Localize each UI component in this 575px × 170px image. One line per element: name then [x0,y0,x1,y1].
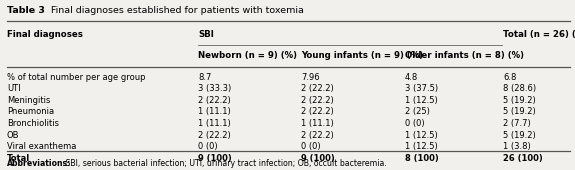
Text: SBI, serious bacterial infection; UTI, urinary tract infection; OB, occult bacte: SBI, serious bacterial infection; UTI, u… [63,159,387,168]
Text: 2 (22.2): 2 (22.2) [198,96,231,105]
Text: Final diagnoses: Final diagnoses [7,30,83,39]
Text: Pneumonia: Pneumonia [7,107,54,116]
Text: 0 (0): 0 (0) [301,142,321,151]
Text: Total (n = 26) (%): Total (n = 26) (%) [503,30,575,39]
Text: Viral exanthema: Viral exanthema [7,142,76,151]
Text: 2 (22.2): 2 (22.2) [301,96,334,105]
Text: 8 (100): 8 (100) [405,154,439,163]
Text: SBI: SBI [198,30,214,39]
Text: 1 (12.5): 1 (12.5) [405,131,438,140]
Text: Total: Total [7,154,30,163]
Text: 3 (37.5): 3 (37.5) [405,84,438,93]
Text: 0 (0): 0 (0) [405,119,424,128]
Text: Young infants (n = 9) (%): Young infants (n = 9) (%) [301,51,423,60]
Text: 1 (12.5): 1 (12.5) [405,96,438,105]
Text: 7.96: 7.96 [301,73,320,82]
Text: 8 (28.6): 8 (28.6) [503,84,536,93]
Text: 1 (11.1): 1 (11.1) [198,119,231,128]
Text: 26 (100): 26 (100) [503,154,543,163]
Text: 2 (7.7): 2 (7.7) [503,119,531,128]
Text: 1 (3.8): 1 (3.8) [503,142,531,151]
Text: 4.8: 4.8 [405,73,418,82]
Text: UTI: UTI [7,84,21,93]
Text: 2 (22.2): 2 (22.2) [301,131,334,140]
Text: % of total number per age group: % of total number per age group [7,73,145,82]
Text: 2 (25): 2 (25) [405,107,430,116]
Text: 2 (22.2): 2 (22.2) [198,131,231,140]
Text: Final diagnoses established for patients with toxemia: Final diagnoses established for patients… [48,6,304,15]
Text: Older infants (n = 8) (%): Older infants (n = 8) (%) [405,51,524,60]
Text: 5 (19.2): 5 (19.2) [503,96,536,105]
Text: 3 (33.3): 3 (33.3) [198,84,232,93]
Text: 8.7: 8.7 [198,73,212,82]
Text: 2 (22.2): 2 (22.2) [301,107,334,116]
Text: OB: OB [7,131,20,140]
Text: 5 (19.2): 5 (19.2) [503,107,536,116]
Text: 2 (22.2): 2 (22.2) [301,84,334,93]
Text: Abbreviations:: Abbreviations: [7,159,71,168]
Text: 6.8: 6.8 [503,73,516,82]
Text: 5 (19.2): 5 (19.2) [503,131,536,140]
Text: 1 (11.1): 1 (11.1) [198,107,231,116]
Text: 1 (12.5): 1 (12.5) [405,142,438,151]
Text: 1 (11.1): 1 (11.1) [301,119,334,128]
Text: 9 (100): 9 (100) [198,154,232,163]
Text: Newborn (n = 9) (%): Newborn (n = 9) (%) [198,51,297,60]
Text: Meningitis: Meningitis [7,96,50,105]
Text: 9 (100): 9 (100) [301,154,335,163]
Text: Table 3: Table 3 [7,6,45,15]
Text: 0 (0): 0 (0) [198,142,218,151]
Text: Bronchiolitis: Bronchiolitis [7,119,59,128]
